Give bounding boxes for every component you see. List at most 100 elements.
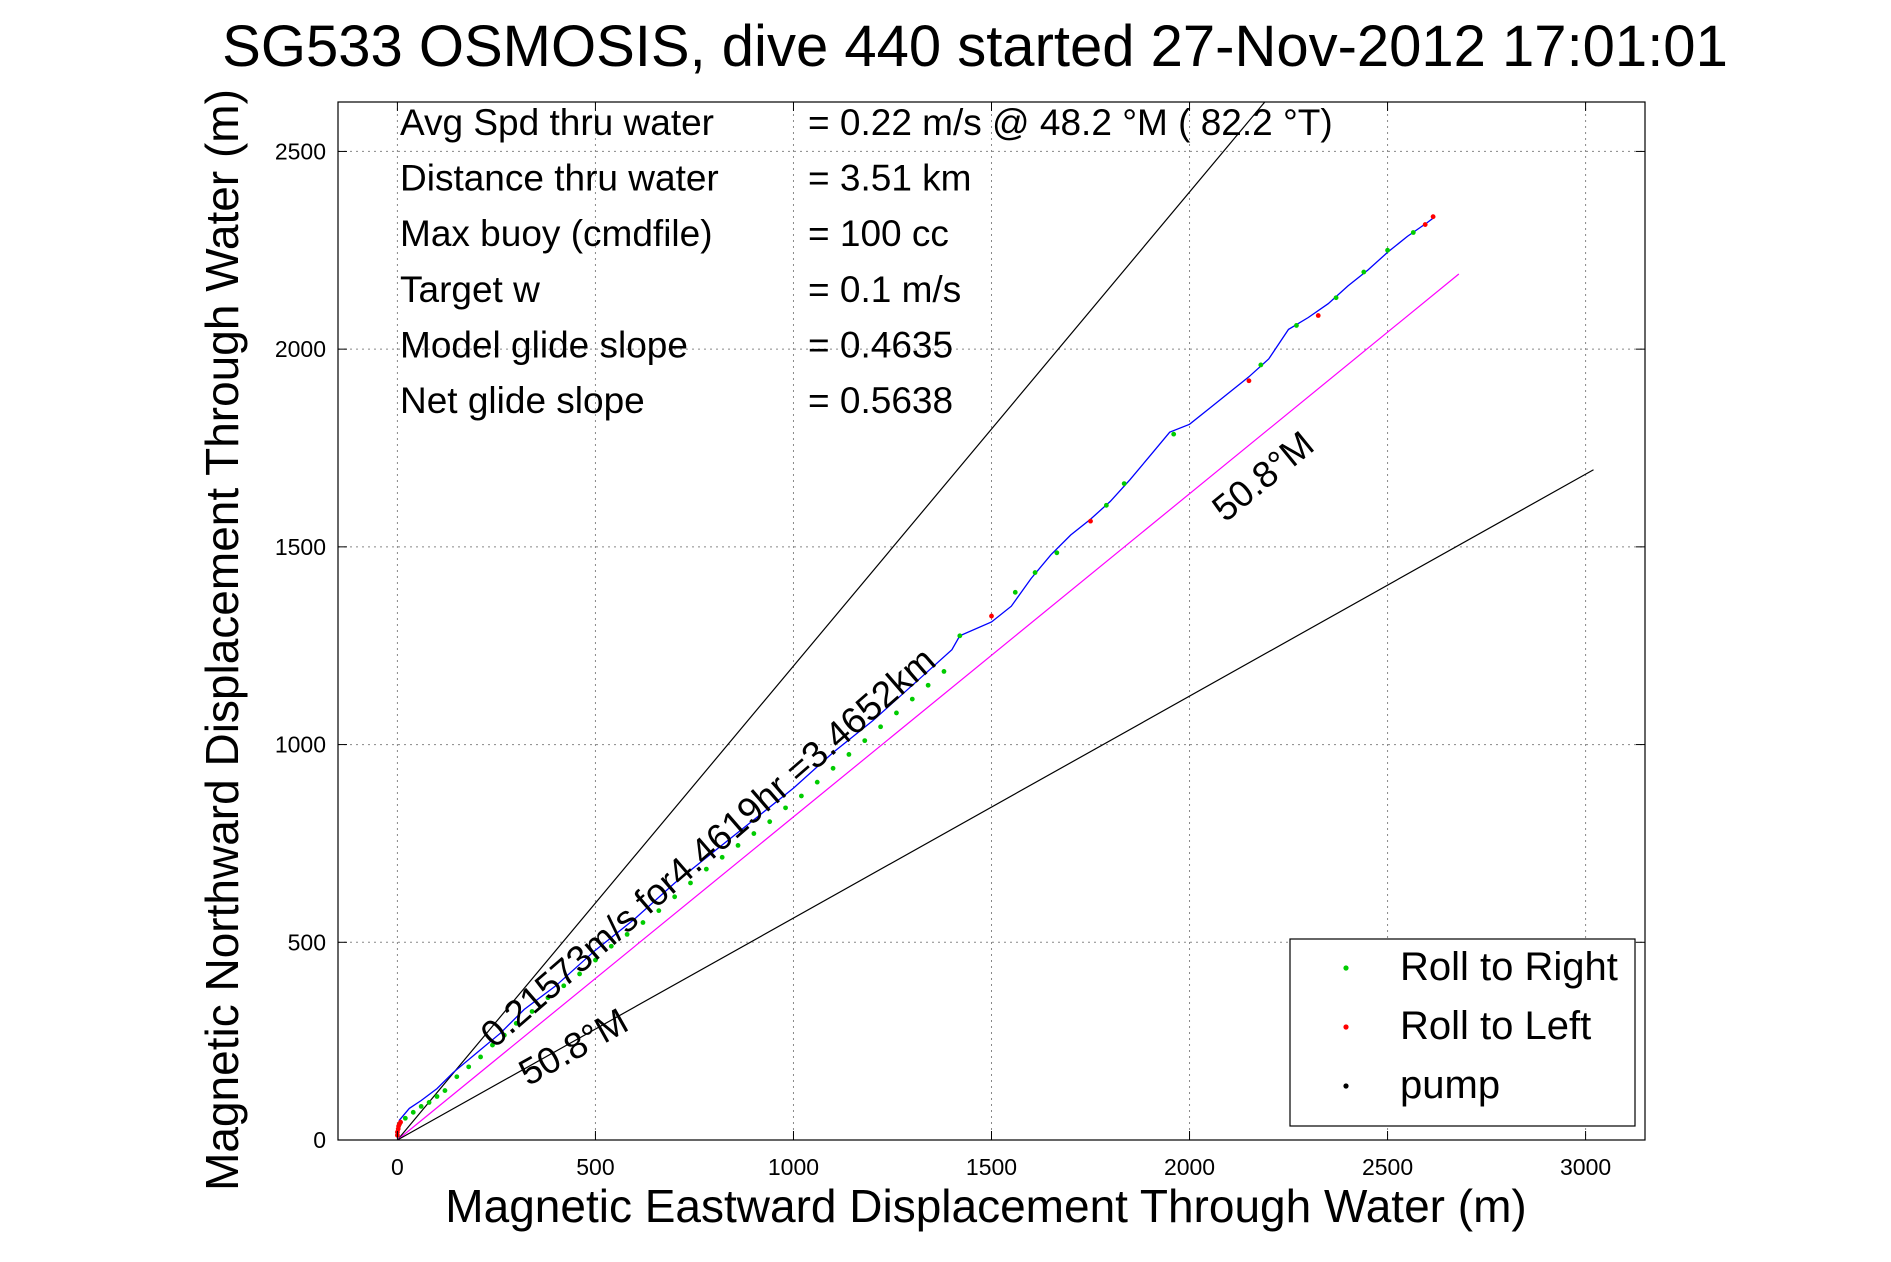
roll-right-point bbox=[1054, 550, 1060, 556]
roll-left-point bbox=[1430, 214, 1436, 220]
roll-right-point bbox=[561, 983, 567, 989]
roll-right-point bbox=[418, 1103, 424, 1109]
roll-right-point bbox=[703, 866, 709, 872]
roll-right-point bbox=[529, 1009, 535, 1014]
stats-block: Avg Spd thru water = 0.22 m/s @ 48.2 °M (… bbox=[400, 102, 1333, 421]
roll-right-point bbox=[1012, 589, 1018, 595]
roll-left-point bbox=[1422, 222, 1428, 227]
x-tick-label: 3000 bbox=[1560, 1154, 1611, 1180]
roll-right-point bbox=[1258, 362, 1264, 368]
roll-right-point bbox=[490, 1042, 495, 1048]
roll-right-point bbox=[410, 1109, 416, 1115]
roll-right-point bbox=[751, 831, 757, 836]
reference-line-heading bbox=[397, 273, 1460, 1141]
points-layer bbox=[395, 214, 1436, 1138]
roll-right-point bbox=[1032, 570, 1038, 575]
roll-right-point bbox=[593, 957, 598, 963]
roll-right-point bbox=[862, 738, 868, 744]
roll-right-point bbox=[1294, 323, 1299, 328]
y-tick-label: 0 bbox=[313, 1127, 326, 1153]
legend-label: pump bbox=[1400, 1063, 1500, 1107]
roll-right-point bbox=[466, 1064, 472, 1070]
roll-left-point bbox=[989, 613, 994, 619]
roll-right-point bbox=[608, 943, 614, 949]
chart-title: SG533 OSMOSIS, dive 440 started 27-Nov-2… bbox=[222, 14, 1728, 79]
roll-right-point bbox=[878, 724, 884, 730]
stat-value: = 0.22 m/s @ 48.2 °M ( 82.2 °T) bbox=[808, 102, 1333, 143]
roll-right-point bbox=[894, 710, 899, 716]
roll-right-point bbox=[1361, 269, 1367, 275]
roll-right-point bbox=[735, 843, 741, 848]
roll-right-point bbox=[814, 779, 820, 785]
roll-right-point bbox=[719, 854, 725, 860]
roll-right-point bbox=[624, 931, 630, 937]
x-tick-label: 1500 bbox=[966, 1154, 1017, 1180]
x-tick-label: 0 bbox=[391, 1154, 404, 1180]
roll-right-point bbox=[1333, 295, 1339, 301]
stat-label: Avg Spd thru water bbox=[400, 102, 714, 143]
roll-right-point bbox=[454, 1074, 460, 1080]
stat-value: = 3.51 km bbox=[808, 158, 972, 199]
roll-right-point bbox=[925, 682, 931, 688]
roll-right-point bbox=[1171, 431, 1177, 437]
stat-value: = 100 cc bbox=[808, 213, 949, 254]
roll-right-point bbox=[402, 1115, 408, 1121]
roll-right-point bbox=[1385, 247, 1390, 253]
stat-label: Distance thru water bbox=[400, 158, 719, 199]
x-tick-label: 2000 bbox=[1164, 1154, 1215, 1180]
roll-left-point bbox=[1246, 378, 1252, 384]
roll-right-point bbox=[513, 1020, 519, 1026]
stat-label: Model glide slope bbox=[400, 324, 688, 365]
roll-right-point bbox=[434, 1094, 440, 1099]
stat-label: Net glide slope bbox=[400, 380, 645, 421]
x-tick-label: 2500 bbox=[1362, 1154, 1413, 1180]
x-tick-label: 500 bbox=[576, 1154, 614, 1180]
legend-marker bbox=[1343, 965, 1349, 971]
roll-right-point bbox=[442, 1088, 448, 1093]
x-axis-label: Magnetic Eastward Displacement Through W… bbox=[445, 1180, 1526, 1232]
reference-lines bbox=[396, 101, 1594, 1141]
y-tick-label: 1500 bbox=[275, 534, 326, 560]
roll-left-point bbox=[1315, 313, 1321, 318]
roll-right-point bbox=[846, 752, 852, 757]
roll-right-point bbox=[798, 793, 804, 799]
roll-right-point bbox=[1103, 502, 1109, 508]
roll-right-point bbox=[941, 669, 947, 674]
roll-right-point bbox=[688, 880, 693, 886]
y-axis-label: Magnetic Northward Displacement Through … bbox=[196, 89, 248, 1191]
stat-label: Max buoy (cmdfile) bbox=[400, 213, 713, 254]
legend-label: Roll to Right bbox=[1400, 945, 1618, 989]
roll-right-point bbox=[656, 908, 662, 914]
legend-marker bbox=[1343, 1083, 1349, 1089]
roll-right-point bbox=[501, 1032, 507, 1038]
roll-right-point bbox=[478, 1054, 483, 1060]
roll-right-point bbox=[830, 765, 836, 771]
roll-right-point bbox=[672, 894, 678, 900]
roll-right-point bbox=[640, 920, 646, 925]
y-tick-label: 2000 bbox=[275, 336, 326, 362]
x-tick-label: 1000 bbox=[768, 1154, 819, 1180]
y-tick-label: 1000 bbox=[275, 732, 326, 758]
track-layer bbox=[396, 216, 1436, 1137]
y-tick-label: 2500 bbox=[275, 138, 326, 164]
roll-right-point bbox=[1410, 230, 1416, 235]
roll-left-point bbox=[1088, 518, 1093, 524]
roll-right-point bbox=[577, 971, 582, 977]
stat-label: Target w bbox=[400, 269, 540, 310]
ticks: 0 500 1000 1500 2000 2500 3000 0 500 1000 1500 2000… bbox=[275, 102, 1645, 1180]
roll-right-point bbox=[426, 1100, 432, 1105]
roll-right-point bbox=[909, 696, 915, 702]
roll-right-point bbox=[545, 995, 551, 1001]
stat-value: = 0.1 m/s bbox=[808, 269, 961, 310]
y-tick-label: 500 bbox=[288, 929, 326, 955]
reference-line-lower-bound bbox=[397, 469, 1594, 1141]
legend-label: Roll to Left bbox=[1400, 1004, 1591, 1048]
roll-right-point bbox=[1121, 481, 1127, 486]
roll-right-point bbox=[783, 805, 788, 811]
legend-box bbox=[1289, 938, 1636, 1127]
track-line bbox=[396, 216, 1436, 1137]
legend: Roll to Right Roll to Left pump bbox=[1289, 938, 1636, 1127]
stat-value: = 0.5638 bbox=[808, 380, 953, 421]
stat-value: = 0.4635 bbox=[808, 324, 953, 365]
roll-left-point bbox=[398, 1119, 403, 1125]
